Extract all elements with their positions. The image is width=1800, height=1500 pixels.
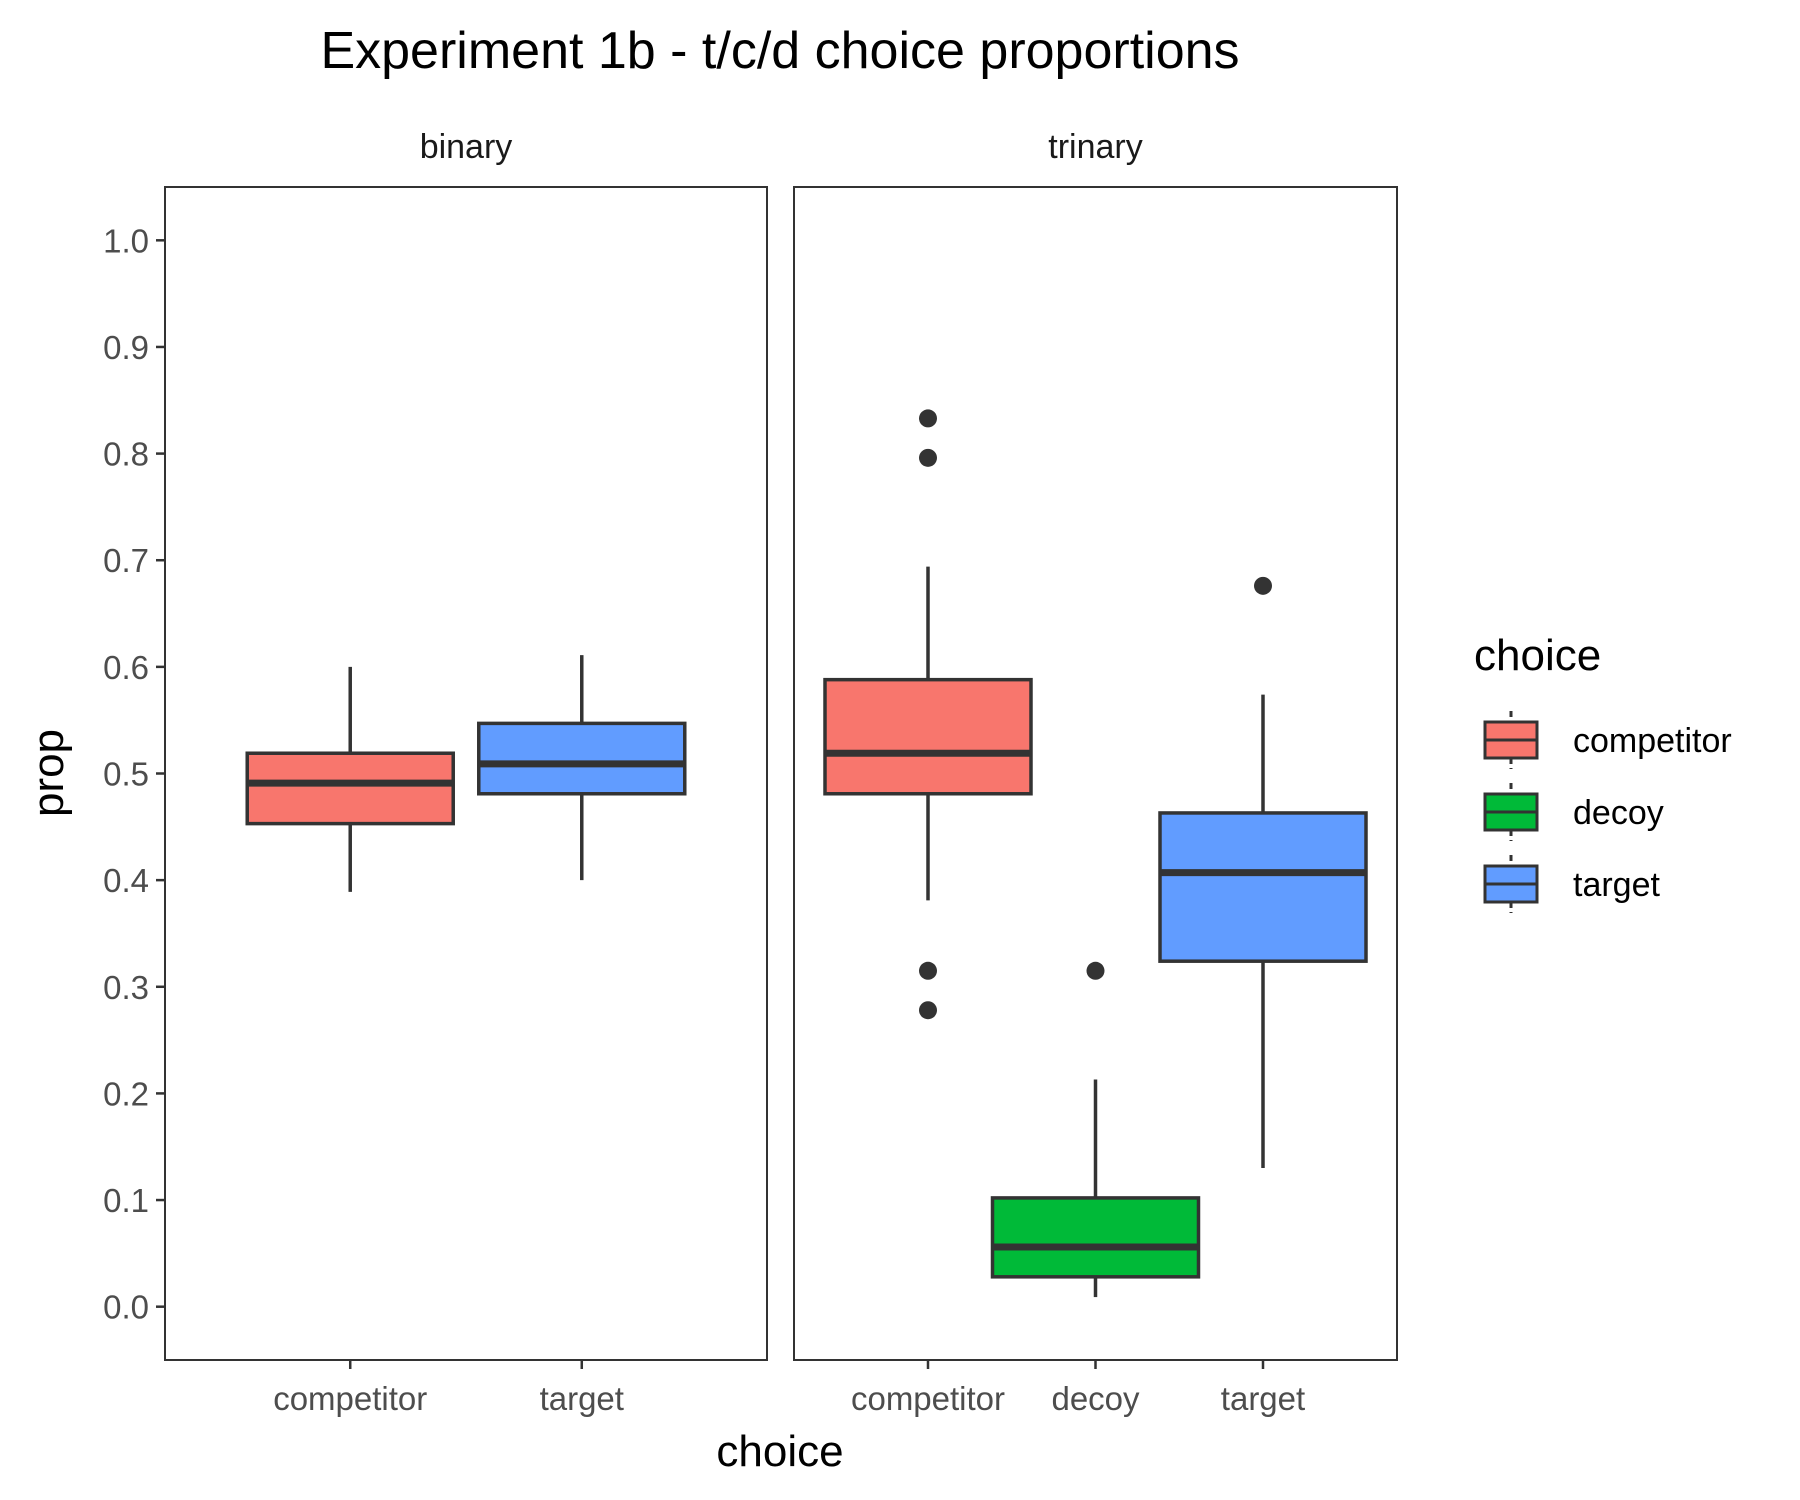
outlier-point (919, 1001, 937, 1020)
outlier-point (1086, 961, 1105, 980)
y-tick-label: 0.4 (103, 862, 149, 899)
chart-title: Experiment 1b - t/c/d choice proportions (320, 22, 1239, 80)
x-axis-title: choice (716, 1427, 843, 1476)
box-iqr (1158, 811, 1368, 963)
panel-border-binary (164, 186, 768, 1361)
box-binary-target (477, 655, 687, 881)
legend-item-competitor: competitor (1483, 711, 1732, 769)
y-tick-label: 1.0 (103, 222, 149, 259)
y-tick-label: 0.2 (103, 1075, 149, 1112)
x-tick-label: competitor (851, 1380, 1005, 1417)
legend-title: choice (1474, 631, 1601, 680)
x-tick-label: target (540, 1380, 624, 1417)
legend-item-decoy: decoy (1483, 783, 1664, 841)
box-binary-competitor (245, 666, 455, 892)
facet-label-trinary: trinary (1048, 128, 1142, 166)
outlier-point (1254, 576, 1272, 595)
box-iqr (477, 721, 687, 796)
box-trinary-target (1158, 576, 1368, 1169)
legend-label: target (1573, 866, 1660, 904)
plot-area: 0.0 0.1 0.2 0.3 0.4 0.5 0.6 0.7 0.8 0.9 1.0 binary c… (103, 128, 1398, 1417)
outlier-point (919, 961, 937, 980)
y-tick-label: 0.8 (103, 436, 149, 473)
y-tick-label: 0.3 (103, 969, 149, 1006)
box-iqr (990, 1196, 1201, 1279)
y-tick-label: 0.1 (103, 1182, 149, 1219)
legend: choice competitor decoy target (1474, 631, 1732, 913)
box-iqr (823, 677, 1033, 796)
outlier-point (919, 409, 937, 428)
box-trinary-decoy (990, 961, 1201, 1298)
outlier-point (919, 448, 937, 467)
x-tick-label: decoy (1051, 1380, 1140, 1417)
box-iqr (245, 751, 455, 826)
y-tick-label: 0.0 (103, 1289, 149, 1326)
y-tick-label: 0.7 (103, 542, 149, 579)
y-tick-label: 0.9 (103, 329, 149, 366)
facet-label-binary: binary (420, 128, 513, 166)
y-tick-label: 0.5 (103, 756, 149, 793)
x-tick-label: competitor (273, 1380, 427, 1417)
y-tick-label: 0.6 (103, 649, 149, 686)
legend-item-target: target (1483, 855, 1660, 913)
box-trinary-competitor (823, 409, 1033, 1020)
legend-label: competitor (1573, 722, 1732, 760)
x-tick-label: target (1221, 1380, 1305, 1417)
legend-label: decoy (1573, 794, 1664, 832)
y-axis-title: prop (24, 729, 73, 817)
